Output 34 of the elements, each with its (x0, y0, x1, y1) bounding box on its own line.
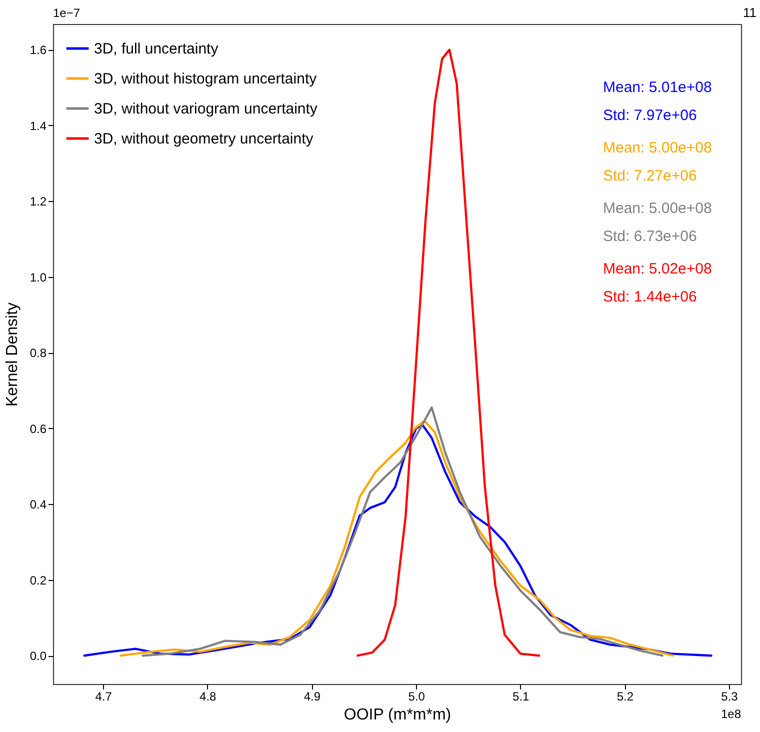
y-tick-label: 0.6 (30, 422, 47, 436)
x-tick-label: 5.2 (616, 690, 634, 704)
annotation: Std: 7.97e+06 (603, 107, 697, 124)
legend-label: 3D, full uncertainty (94, 40, 219, 58)
legend-label: 3D, without variogram uncertainty (94, 100, 318, 118)
annotation: Std: 6.73e+06 (603, 228, 697, 245)
annotation: Mean: 5.02e+08 (603, 260, 712, 278)
annotation: Std: 1.44e+06 (603, 288, 697, 306)
text: 1e8 (720, 707, 742, 721)
x-tick-label: 4.7 (95, 690, 112, 704)
y-tick-label: 0.4 (30, 498, 47, 512)
text: 1e−7 (53, 6, 80, 20)
annotation: Std: 7.27e+06 (603, 168, 697, 184)
annotation: Mean: 5.01e+08 (603, 79, 712, 96)
x-tick-label: 4.9 (304, 690, 321, 704)
y-axis-title: Kernel Density (4, 302, 21, 407)
y-tick-label: 0.8 (30, 346, 47, 360)
x-tick-label: 5.0 (408, 690, 426, 704)
y-tick-label: 1.6 (30, 43, 47, 58)
annotation: Mean: 5.00e+08 (603, 140, 712, 156)
annotation: Mean: 5.00e+08 (603, 200, 712, 217)
y-tick-label: 0.0 (30, 649, 47, 664)
line-series (356, 48, 540, 657)
x-tick-label: 4.8 (200, 690, 217, 704)
y-tick-label: 1.0 (30, 270, 47, 284)
legend-label: 3D, without geometry uncertainty (94, 130, 314, 148)
x-tick-label: 5.1 (512, 690, 530, 704)
y-tick-label: 0.2 (30, 573, 47, 588)
y-tick-label: 1.2 (30, 194, 47, 209)
x-tick-label: 5.3 (721, 690, 738, 704)
legend-label: 3D, without histogram uncertainty (94, 70, 318, 88)
y-tick-label: 1.4 (30, 118, 47, 133)
x-axis-title: OOIP (m*m*m) (344, 706, 452, 724)
text: 11 (743, 5, 756, 20)
